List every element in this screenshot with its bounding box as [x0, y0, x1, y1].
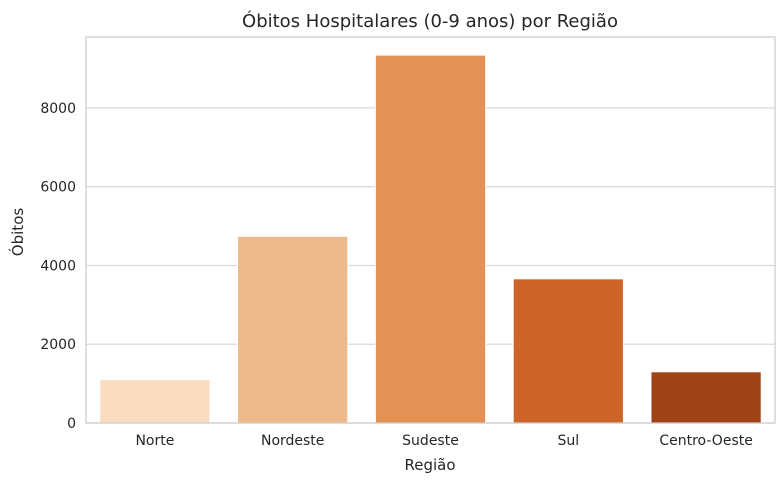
x-axis-label: Região	[404, 456, 455, 474]
bar-centro-oeste	[650, 371, 762, 424]
bar-norte	[99, 379, 211, 424]
y-tick-label: 4000	[40, 258, 76, 274]
plot-frame	[85, 36, 776, 424]
y-tick-labels: 0 2000 4000 6000 8000	[40, 101, 76, 432]
bar-sul	[512, 278, 624, 424]
bar-nordeste	[237, 235, 349, 424]
x-tick-label: Sul	[557, 433, 579, 449]
x-tick-label: Nordeste	[261, 433, 324, 449]
x-tick-label: Centro-Oeste	[659, 433, 753, 449]
y-axis-label: Óbitos	[8, 208, 27, 257]
x-tick-label: Sudeste	[402, 433, 459, 449]
y-tick-label: 0	[67, 416, 76, 432]
chart-title: Óbitos Hospitalares (0-9 anos) por Regiã…	[242, 10, 618, 32]
x-tick-label: Norte	[135, 433, 174, 449]
y-tick-label: 6000	[40, 180, 76, 196]
bar-sudeste	[374, 54, 487, 424]
y-tick-label: 2000	[40, 337, 76, 353]
y-tick-label: 8000	[40, 101, 76, 117]
bars	[99, 54, 762, 424]
x-tick-labels: Norte Nordeste Sudeste Sul Centro-Oeste	[135, 433, 752, 449]
